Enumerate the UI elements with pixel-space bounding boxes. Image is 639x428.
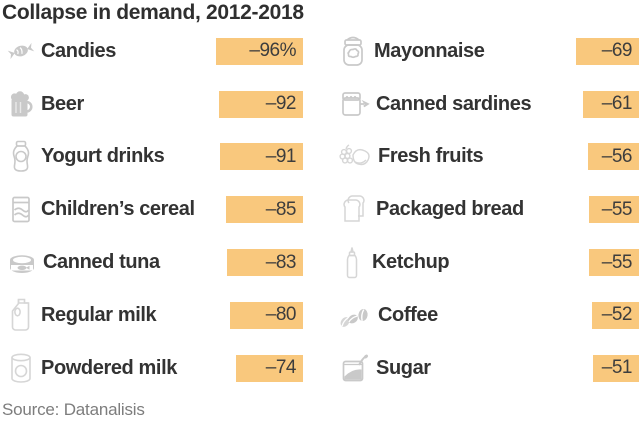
value-bar: –91 [220, 143, 303, 171]
item-label: Powdered milk [41, 356, 177, 379]
demand-row: Beer –92 [6, 78, 303, 131]
fresh-fruits-icon [337, 139, 373, 175]
value-label: –55 [601, 251, 633, 273]
value-label: –96% [249, 40, 296, 62]
ketchup-bottle-icon [337, 245, 367, 281]
demand-row: Children’s cereal –85 [6, 183, 303, 236]
value-bar: –92 [219, 90, 303, 118]
value-bar: –85 [226, 196, 303, 224]
value-bar: –61 [583, 90, 639, 118]
demand-row: Ketchup –55 [337, 236, 639, 289]
value-label: –80 [265, 304, 297, 326]
right-column: Mayonnaise –69 Canned sardines –61 Fresh fru… [337, 25, 639, 395]
value-label: –92 [265, 93, 297, 115]
value-label: –61 [601, 93, 633, 115]
coffee-beans-icon [337, 297, 373, 333]
bread-icon [337, 192, 371, 228]
value-label: –74 [265, 357, 297, 379]
value-bar: –51 [593, 354, 639, 382]
demand-row: Powdered milk –74 [6, 342, 303, 395]
value-bar: –56 [588, 143, 639, 171]
demand-row: Yogurt drinks –91 [6, 131, 303, 184]
value-bar: –55 [589, 249, 639, 277]
item-label: Canned tuna [43, 251, 160, 274]
yogurt-bottle-icon [6, 139, 36, 175]
item-label: Regular milk [41, 303, 157, 326]
cereal-box-icon [6, 192, 36, 228]
tuna-can-icon [6, 245, 38, 281]
value-bar: –69 [576, 37, 639, 65]
value-label: –56 [601, 145, 633, 167]
value-label: –51 [601, 357, 633, 379]
demand-row: Fresh fruits –56 [337, 131, 639, 184]
candy-icon [6, 33, 36, 69]
item-label: Mayonnaise [374, 39, 485, 62]
demand-row: Canned sardines –61 [337, 78, 639, 131]
value-bar: –80 [230, 301, 303, 329]
beer-mug-icon [6, 86, 36, 122]
value-label: –69 [601, 40, 633, 62]
item-label: Fresh fruits [378, 145, 484, 168]
item-label: Children’s cereal [41, 198, 195, 221]
demand-row: Sugar –51 [337, 342, 639, 395]
item-label: Beer [41, 92, 84, 115]
value-label: –52 [601, 304, 633, 326]
item-label: Candies [41, 39, 117, 62]
item-label: Ketchup [372, 251, 450, 274]
value-label: –85 [265, 198, 297, 220]
demand-row: Candies –96% [6, 25, 303, 78]
value-bar: –83 [227, 249, 303, 277]
demand-row: Coffee –52 [337, 289, 639, 342]
demand-row: Canned tuna –83 [6, 236, 303, 289]
mayonnaise-jar-icon [337, 33, 369, 69]
powdered-milk-can-icon [6, 350, 36, 386]
item-label: Packaged bread [376, 198, 524, 221]
sardine-can-icon [337, 86, 371, 122]
sugar-bag-icon [337, 350, 371, 386]
chart-title: Collapse in demand, 2012-2018 [2, 1, 304, 24]
milk-jug-icon [6, 297, 36, 333]
value-bar: –52 [592, 301, 639, 329]
demand-row: Mayonnaise –69 [337, 25, 639, 78]
value-label: –55 [601, 198, 633, 220]
item-label: Yogurt drinks [41, 145, 165, 168]
source-note: Source: Datanalisis [2, 400, 145, 419]
value-label: –83 [265, 251, 297, 273]
demand-row: Regular milk –80 [6, 289, 303, 342]
value-label: –91 [265, 145, 297, 167]
item-label: Coffee [378, 303, 438, 326]
value-bar: –96% [216, 37, 303, 65]
demand-row: Packaged bread –55 [337, 183, 639, 236]
left-column: Candies –96% Beer –92 Yogurt drinks –91 Childr… [6, 25, 303, 395]
value-bar: –74 [236, 354, 303, 382]
item-label: Canned sardines [376, 92, 532, 115]
item-label: Sugar [376, 356, 431, 379]
value-bar: –55 [589, 196, 639, 224]
